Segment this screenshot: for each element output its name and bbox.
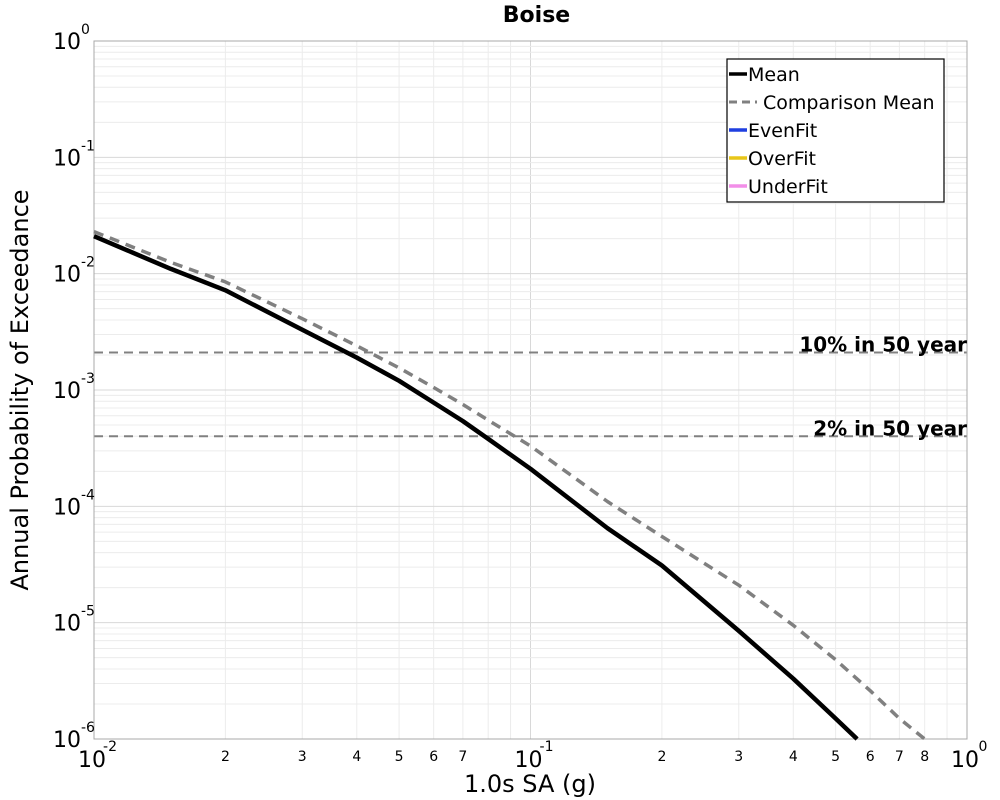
x-minor-tick-label: 5 bbox=[395, 749, 404, 765]
x-tick-base: 10 bbox=[78, 748, 106, 773]
y-tick-base: 10 bbox=[53, 379, 81, 404]
x-tick-label: 10-1 bbox=[515, 739, 554, 773]
chart-title: Boise bbox=[503, 3, 570, 28]
x-minor-tick-label: 6 bbox=[429, 749, 438, 765]
y-tick-label: 10 -3 bbox=[53, 371, 95, 404]
x-minor-tick-label: 2 bbox=[657, 749, 666, 765]
x-minor-tick-label: 3 bbox=[298, 749, 307, 765]
x-minor-tick-label: 3 bbox=[734, 749, 743, 765]
legend-label: EvenFit bbox=[748, 120, 817, 142]
y-tick-base: 10 bbox=[53, 146, 81, 171]
x-axis-label: 1.0s SA (g) bbox=[464, 770, 596, 798]
x-tick-base: 10 bbox=[515, 748, 543, 773]
x-tick-exponent: -2 bbox=[103, 739, 117, 755]
y-tick-exponent: -4 bbox=[81, 487, 95, 503]
y-tick-label: 10 -6 bbox=[53, 720, 95, 753]
reference-line-label: 2% in 50 year bbox=[813, 416, 967, 440]
x-tick-base: 10 bbox=[951, 748, 979, 773]
legend-label: Comparison Mean bbox=[763, 92, 935, 114]
legend-box bbox=[726, 58, 945, 203]
x-tick-label: 10-2 bbox=[78, 739, 117, 773]
legend-label: OverFit bbox=[748, 148, 816, 170]
y-tick-exponent: -2 bbox=[81, 255, 95, 271]
x-minor-tick-label: 7 bbox=[458, 749, 467, 765]
y-tick-exponent: -3 bbox=[81, 371, 95, 387]
x-minor-tick-label: 5 bbox=[831, 749, 840, 765]
y-tick-label: 10 -5 bbox=[53, 604, 95, 637]
y-tick-label: 10 0 bbox=[53, 22, 90, 55]
y-tick-label: 10 -4 bbox=[53, 487, 95, 520]
y-tick-base: 10 bbox=[53, 612, 81, 637]
y-tick-base: 10 bbox=[53, 263, 81, 288]
y-tick-label: 10 -1 bbox=[53, 138, 95, 171]
x-minor-tick-label: 2 bbox=[221, 749, 230, 765]
y-tick-base: 10 bbox=[53, 728, 81, 753]
x-minor-tick-label: 6 bbox=[866, 749, 875, 765]
x-minor-tick-label: 4 bbox=[789, 749, 798, 765]
y-tick-exponent: -1 bbox=[81, 138, 95, 154]
plot-border bbox=[93, 40, 968, 740]
y-tick-exponent: -5 bbox=[81, 604, 95, 620]
legend-label: Mean bbox=[748, 64, 800, 86]
x-minor-tick-label: 7 bbox=[895, 749, 904, 765]
x-tick-exponent: 0 bbox=[979, 739, 988, 755]
y-axis-label: Annual Probability of Exceedance bbox=[6, 189, 34, 590]
y-tick-exponent: 0 bbox=[81, 22, 90, 38]
x-minor-tick-label: 8 bbox=[920, 749, 929, 765]
reference-line-label: 10% in 50 year bbox=[799, 333, 967, 357]
y-tick-exponent: -6 bbox=[81, 720, 95, 736]
y-tick-base: 10 bbox=[53, 495, 81, 520]
legend: Mean Comparison Mean EvenFit OverFit UnderFi… bbox=[726, 58, 945, 203]
y-tick-base: 10 bbox=[53, 30, 81, 55]
legend-label: UnderFit bbox=[748, 176, 828, 198]
x-minor-tick-label: 4 bbox=[352, 749, 361, 765]
y-tick-label: 10 -2 bbox=[53, 255, 95, 288]
x-tick-exponent: -1 bbox=[540, 739, 554, 755]
x-tick-label: 100 bbox=[951, 739, 987, 773]
series-line-mean bbox=[93, 234, 859, 741]
series-line-comparison-mean bbox=[93, 229, 926, 741]
